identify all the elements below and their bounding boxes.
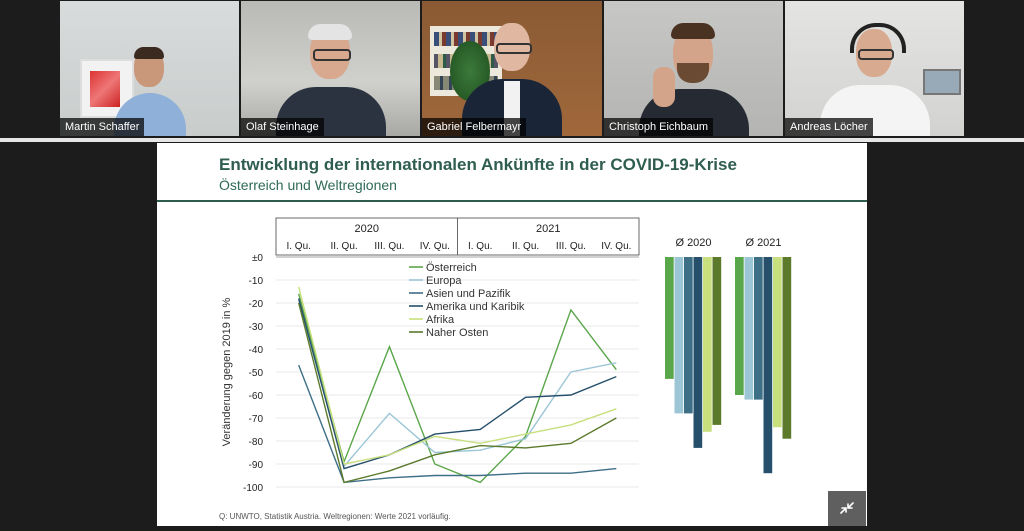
- legend-label: Österreich: [426, 262, 477, 274]
- series-line: [298, 302, 617, 484]
- y-tick-label: -10: [249, 276, 264, 287]
- bar: [763, 257, 773, 474]
- year-label: 2021: [536, 223, 560, 235]
- participant-video: [110, 47, 190, 136]
- y-tick-label: -60: [249, 391, 264, 402]
- legend-label: Europa: [426, 275, 462, 287]
- bar: [674, 257, 684, 414]
- participant-video: [819, 23, 930, 136]
- video-tile-2[interactable]: Olaf Steinhage: [241, 1, 420, 136]
- bar: [773, 257, 782, 428]
- bar: [684, 257, 693, 414]
- y-tick-label: -40: [249, 345, 264, 356]
- bar-group-label: Ø 2020: [675, 237, 711, 249]
- bar: [693, 257, 703, 448]
- quarter-label: II. Qu.: [330, 241, 357, 252]
- bar: [782, 257, 792, 439]
- quarter-label: I. Qu.: [286, 241, 310, 252]
- slide-subtitle: Österreich und Weltregionen: [219, 177, 397, 193]
- collapse-icon: [840, 502, 854, 514]
- video-tile-5[interactable]: Andreas Löcher: [785, 1, 964, 136]
- slide-title: Entwicklung der internationalen Ankünfte…: [219, 155, 737, 174]
- participant-name: Gabriel Felbermayr: [422, 118, 527, 136]
- source-note: Q: UNWTO, Statistik Austria. Weltregione…: [219, 512, 451, 521]
- quarter-label: III. Qu.: [556, 241, 586, 252]
- exit-fullscreen-button[interactable]: [828, 491, 866, 526]
- y-tick-label: -100: [243, 483, 263, 494]
- video-tile-3[interactable]: Gabriel Felbermayr: [422, 1, 602, 136]
- y-tick-label: -70: [249, 414, 264, 425]
- arrivals-chart: 2020 2021 I. Qu. II. Qu. III. Qu. IV. Qu. I. Q…: [221, 217, 792, 494]
- participant-video: [275, 24, 386, 136]
- bar: [754, 257, 763, 400]
- year-label: 2020: [355, 223, 379, 235]
- shared-slide: Entwicklung der internationalen Ankünfte…: [157, 143, 867, 526]
- quarter-label: III. Qu.: [374, 241, 404, 252]
- y-tick-label: -80: [249, 437, 264, 448]
- wall-painting: [80, 59, 134, 118]
- series-line: [298, 300, 617, 468]
- y-tick-label: -50: [249, 368, 264, 379]
- bar: [703, 257, 712, 432]
- video-tile-1[interactable]: Martin Schaffer: [60, 1, 239, 136]
- quarter-label: IV. Qu.: [420, 241, 450, 252]
- participant-name: Martin Schaffer: [60, 118, 145, 136]
- bar: [665, 257, 674, 379]
- legend-label: Amerika und Karibik: [426, 301, 525, 313]
- legend-label: Afrika: [426, 314, 455, 326]
- y-axis-label: Veränderung gegen 2019 in %: [221, 297, 233, 446]
- video-tile-4[interactable]: Christoph Eichbaum: [604, 1, 783, 136]
- series-line: [298, 298, 617, 470]
- quarter-label: II. Qu.: [512, 241, 539, 252]
- bar: [735, 257, 744, 395]
- series-line: [298, 364, 617, 484]
- y-tick-label: ±0: [252, 253, 263, 264]
- legend-label: Naher Osten: [426, 327, 488, 339]
- title-rule: [157, 200, 867, 202]
- legend-label: Asien und Pazifik: [426, 288, 511, 300]
- participant-name: Olaf Steinhage: [241, 118, 324, 136]
- y-tick-label: -20: [249, 299, 264, 310]
- participant-name: Andreas Löcher: [785, 118, 873, 136]
- series-line: [298, 293, 617, 484]
- screen-share-divider: [0, 138, 1024, 142]
- y-tick-label: -30: [249, 322, 264, 333]
- y-tick-label: -90: [249, 460, 264, 471]
- quarter-label: I. Qu.: [468, 241, 492, 252]
- bar: [712, 257, 722, 425]
- series-line: [298, 286, 617, 465]
- quarter-label: IV. Qu.: [601, 241, 631, 252]
- bar: [744, 257, 754, 400]
- wall-picture: [923, 69, 961, 95]
- participant-name: Christoph Eichbaum: [604, 118, 714, 136]
- bar-group-label: Ø 2021: [745, 237, 781, 249]
